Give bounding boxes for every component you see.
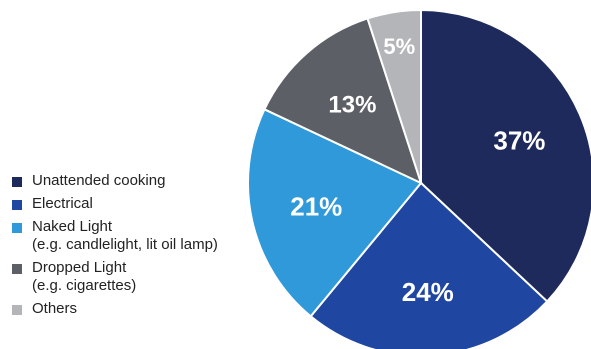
slice-labels: 37% 24% 21% 13% 5%	[290, 34, 545, 307]
slice-value-label: 13%	[328, 92, 376, 119]
legend-item: Unattended cooking	[12, 172, 257, 190]
pie-slice-unattended-cooking	[420, 8, 591, 303]
pie-slices	[246, 8, 591, 349]
legend-label: Naked Light	[32, 218, 113, 235]
legend-item: Others	[12, 300, 257, 318]
pie-slice-others	[366, 8, 422, 184]
legend-sublabel: (e.g. cigarettes)	[32, 277, 137, 294]
legend-swatch	[12, 264, 22, 274]
pie-slice-dropped-light	[263, 17, 423, 185]
legend: Unattended cooking Electrical Naked Light(…	[12, 172, 257, 323]
slice-value-label: 24%	[402, 277, 454, 307]
slice-value-label: 37%	[493, 125, 545, 155]
pie-slice-electrical	[309, 181, 549, 349]
pie-slice-naked-light	[246, 108, 423, 318]
legend-item: Dropped Light (e.g. cigarettes)	[12, 259, 257, 295]
legend-item: Electrical	[12, 195, 257, 213]
legend-label: Electrical	[32, 195, 93, 212]
legend-swatch	[12, 200, 22, 210]
legend-item: Naked Light (e.g. candlelight, lit oil la…	[12, 218, 257, 254]
slice-value-label: 21%	[290, 191, 342, 221]
legend-label: Dropped Light	[32, 259, 127, 276]
legend-label: Unattended cooking	[32, 172, 166, 189]
legend-swatch	[12, 305, 22, 315]
legend-label: Others	[32, 300, 78, 317]
slice-value-label: 5%	[383, 34, 415, 59]
legend-sublabel: (e.g. candlelight, lit oil lamp)	[32, 236, 218, 253]
legend-swatch	[12, 177, 22, 187]
legend-swatch	[12, 223, 22, 233]
